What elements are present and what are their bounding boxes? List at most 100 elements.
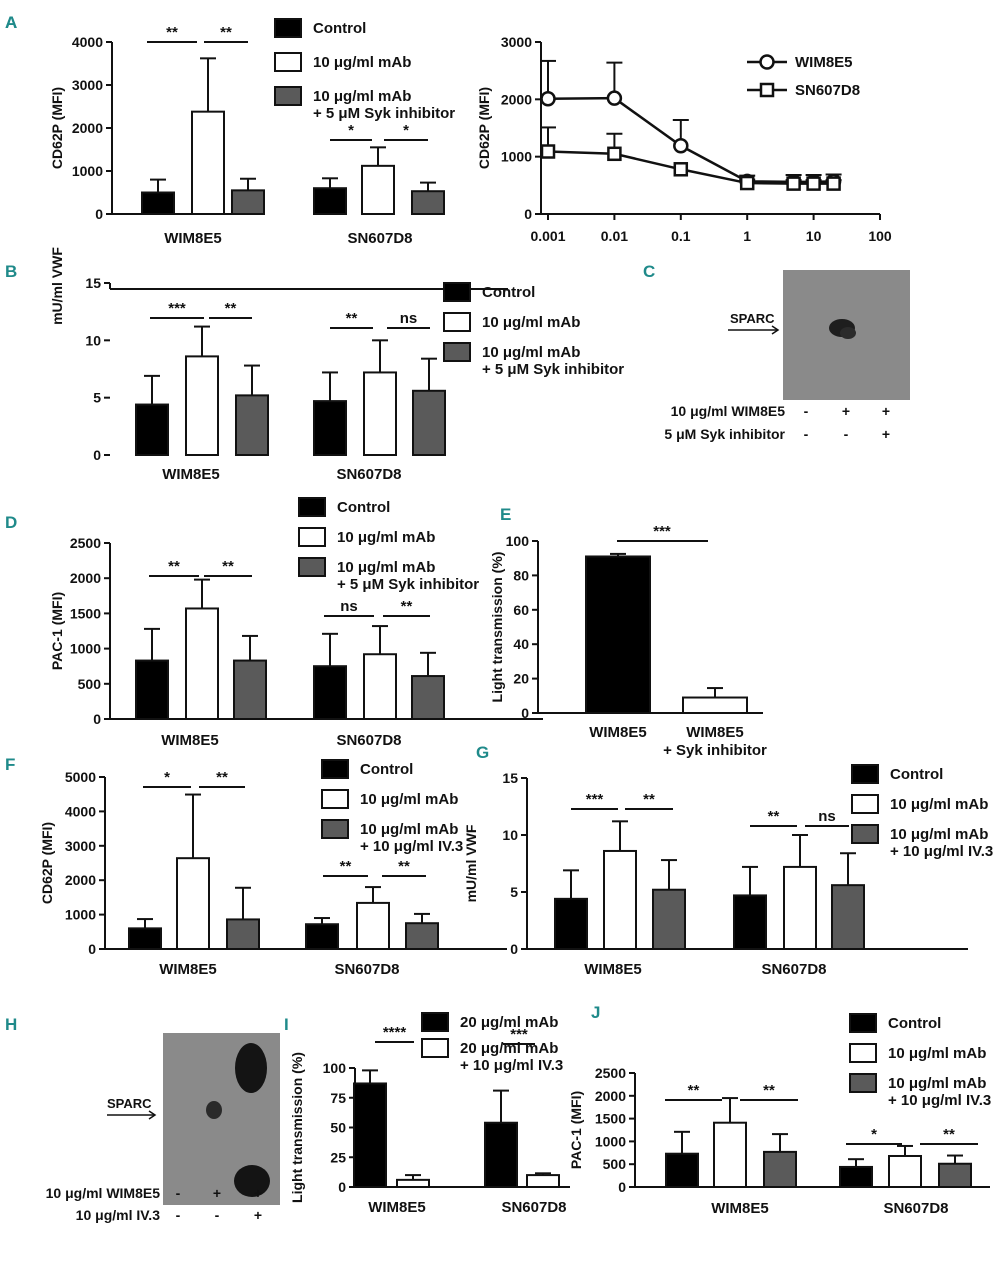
- point-SN607D8: [739, 175, 755, 191]
- legend-swatch-F: [321, 759, 349, 779]
- y-tick-label-A2: 3000: [501, 34, 532, 50]
- x-tick-label-F: SN607D8: [334, 961, 399, 978]
- y-tick-label-D: 2000: [70, 570, 101, 586]
- bar-G: [652, 888, 686, 950]
- bar-D: [363, 653, 397, 720]
- x-tick-label-A1: SN607D8: [347, 230, 412, 247]
- point-SN607D8: [607, 146, 622, 162]
- significance-label-F: **: [398, 858, 410, 875]
- x-tick-label-I: SN607D8: [501, 1199, 566, 1216]
- y-tick-label-J: 0: [618, 1179, 626, 1195]
- y-tick-label-E: 0: [521, 705, 529, 721]
- legend-label-A2: SN607D8: [795, 82, 860, 99]
- bar-B: [412, 389, 446, 456]
- legend-label-B: 10 μg/ml mAb: [482, 344, 580, 361]
- significance-label-B: ns: [400, 310, 418, 327]
- legend-label-F: Control: [360, 761, 413, 778]
- x-tick-label-E: WIM8E5: [686, 724, 744, 741]
- y-tick-label-D: 0: [93, 711, 101, 727]
- y-axis-title-B: mU/ml VWF: [49, 247, 65, 325]
- y-tick-label-F: 0: [88, 941, 96, 957]
- legend-swatch-B: [443, 312, 471, 332]
- condition-mark-C: +: [882, 403, 890, 419]
- bar-F: [405, 922, 439, 951]
- bar-B: [135, 403, 169, 456]
- y-axis-title-F: CD62P (MFI): [39, 822, 55, 904]
- x-tick-label-D: SN607D8: [336, 732, 401, 749]
- bar-E: [682, 696, 748, 715]
- y-tick-label-J: 1500: [595, 1111, 626, 1127]
- significance-label-A1: **: [166, 24, 178, 41]
- legend-swatch-I: [421, 1038, 449, 1058]
- y-tick-label-F: 2000: [65, 872, 96, 888]
- condition-mark-H: +: [213, 1185, 221, 1201]
- condition-label-H: 10 μg/ml IV.3: [76, 1207, 161, 1223]
- significance-label-F: *: [164, 769, 170, 786]
- y-axis-title-A1: CD62P (MFI): [49, 87, 65, 169]
- x-tick-label-I: WIM8E5: [368, 1199, 426, 1216]
- y-tick-label-F: 1000: [65, 907, 96, 923]
- significance-label-I: ****: [383, 1024, 407, 1041]
- significance-label-G: **: [643, 791, 655, 808]
- y-tick-label-A1: 4000: [72, 34, 103, 50]
- x-tick-label-A2: 0.01: [601, 228, 628, 244]
- bar-D: [233, 659, 267, 720]
- legend-marker-A2: [759, 82, 775, 98]
- bar-J: [938, 1162, 972, 1189]
- significance-label-D: **: [401, 598, 413, 615]
- y-tick-label-I: 50: [330, 1120, 346, 1136]
- y-tick-label-B: 10: [85, 332, 101, 348]
- x-tick-label-G: SN607D8: [761, 961, 826, 978]
- condition-label-H: 10 μg/ml WIM8E5: [46, 1185, 161, 1201]
- y-tick-label-E: 20: [513, 671, 529, 687]
- legend-label-I: + 10 μg/ml IV.3: [460, 1057, 563, 1074]
- y-tick-label-I: 25: [330, 1149, 346, 1165]
- legend-swatch-D: [298, 527, 326, 547]
- legend-label-F: 10 μg/ml mAb: [360, 821, 458, 838]
- significance-label-D: **: [222, 558, 234, 575]
- legend-swatch-G: [851, 824, 879, 844]
- significance-label-J: **: [688, 1082, 700, 1099]
- legend-label-A1: 10 μg/ml mAb: [313, 88, 411, 105]
- legend-marker-A2: [759, 54, 775, 70]
- x-tick-label-J: SN607D8: [883, 1200, 948, 1217]
- point-SN607D8: [673, 162, 689, 177]
- legend-label-A2: WIM8E5: [795, 54, 853, 71]
- x-tick-label-J: WIM8E5: [711, 1200, 769, 1217]
- y-axis-title-E: Light transmission (%): [489, 552, 505, 703]
- legend-label-I: 20 μg/ml mAb: [460, 1040, 558, 1057]
- significance-label-J: **: [763, 1082, 775, 1099]
- y-tick-label-E: 80: [513, 567, 529, 583]
- point-WIM8E5: [606, 90, 623, 106]
- legend-label-G: 10 μg/ml mAb: [890, 796, 988, 813]
- significance-label-B: ***: [168, 300, 186, 317]
- significance-label-B: **: [346, 310, 358, 327]
- condition-mark-H: +: [254, 1185, 262, 1201]
- significance-label-J: *: [871, 1126, 877, 1143]
- x-tick-label-E: WIM8E5: [589, 724, 647, 741]
- x-tick-label-A2: 0.1: [671, 228, 691, 244]
- significance-label-A1: **: [220, 24, 232, 41]
- legend-swatch-A1: [274, 86, 302, 106]
- y-tick-label-G: 5: [510, 884, 518, 900]
- bar-J: [839, 1165, 873, 1189]
- legend-label-J: Control: [888, 1015, 941, 1032]
- bar-A1: [191, 110, 225, 215]
- legend-label-B: + 5 μM Syk inhibitor: [482, 361, 624, 378]
- panel-letter-c: C: [643, 262, 655, 281]
- arrow-head-icon: [771, 325, 780, 335]
- panel-letter-i: I: [284, 1015, 289, 1034]
- significance-label-B: **: [225, 300, 237, 317]
- bar-G: [554, 897, 588, 951]
- significance-label-A1: *: [403, 122, 409, 139]
- legend-swatch-G: [851, 764, 879, 784]
- significance-label-F: **: [216, 769, 228, 786]
- bar-F: [176, 857, 210, 951]
- condition-mark-C: +: [882, 426, 890, 442]
- y-axis-title-G: mU/ml VWF: [463, 824, 479, 902]
- bar-F: [128, 927, 162, 950]
- y-tick-label-E: 40: [513, 636, 529, 652]
- y-tick-label-G: 15: [502, 770, 518, 786]
- condition-mark-H: -: [176, 1185, 181, 1201]
